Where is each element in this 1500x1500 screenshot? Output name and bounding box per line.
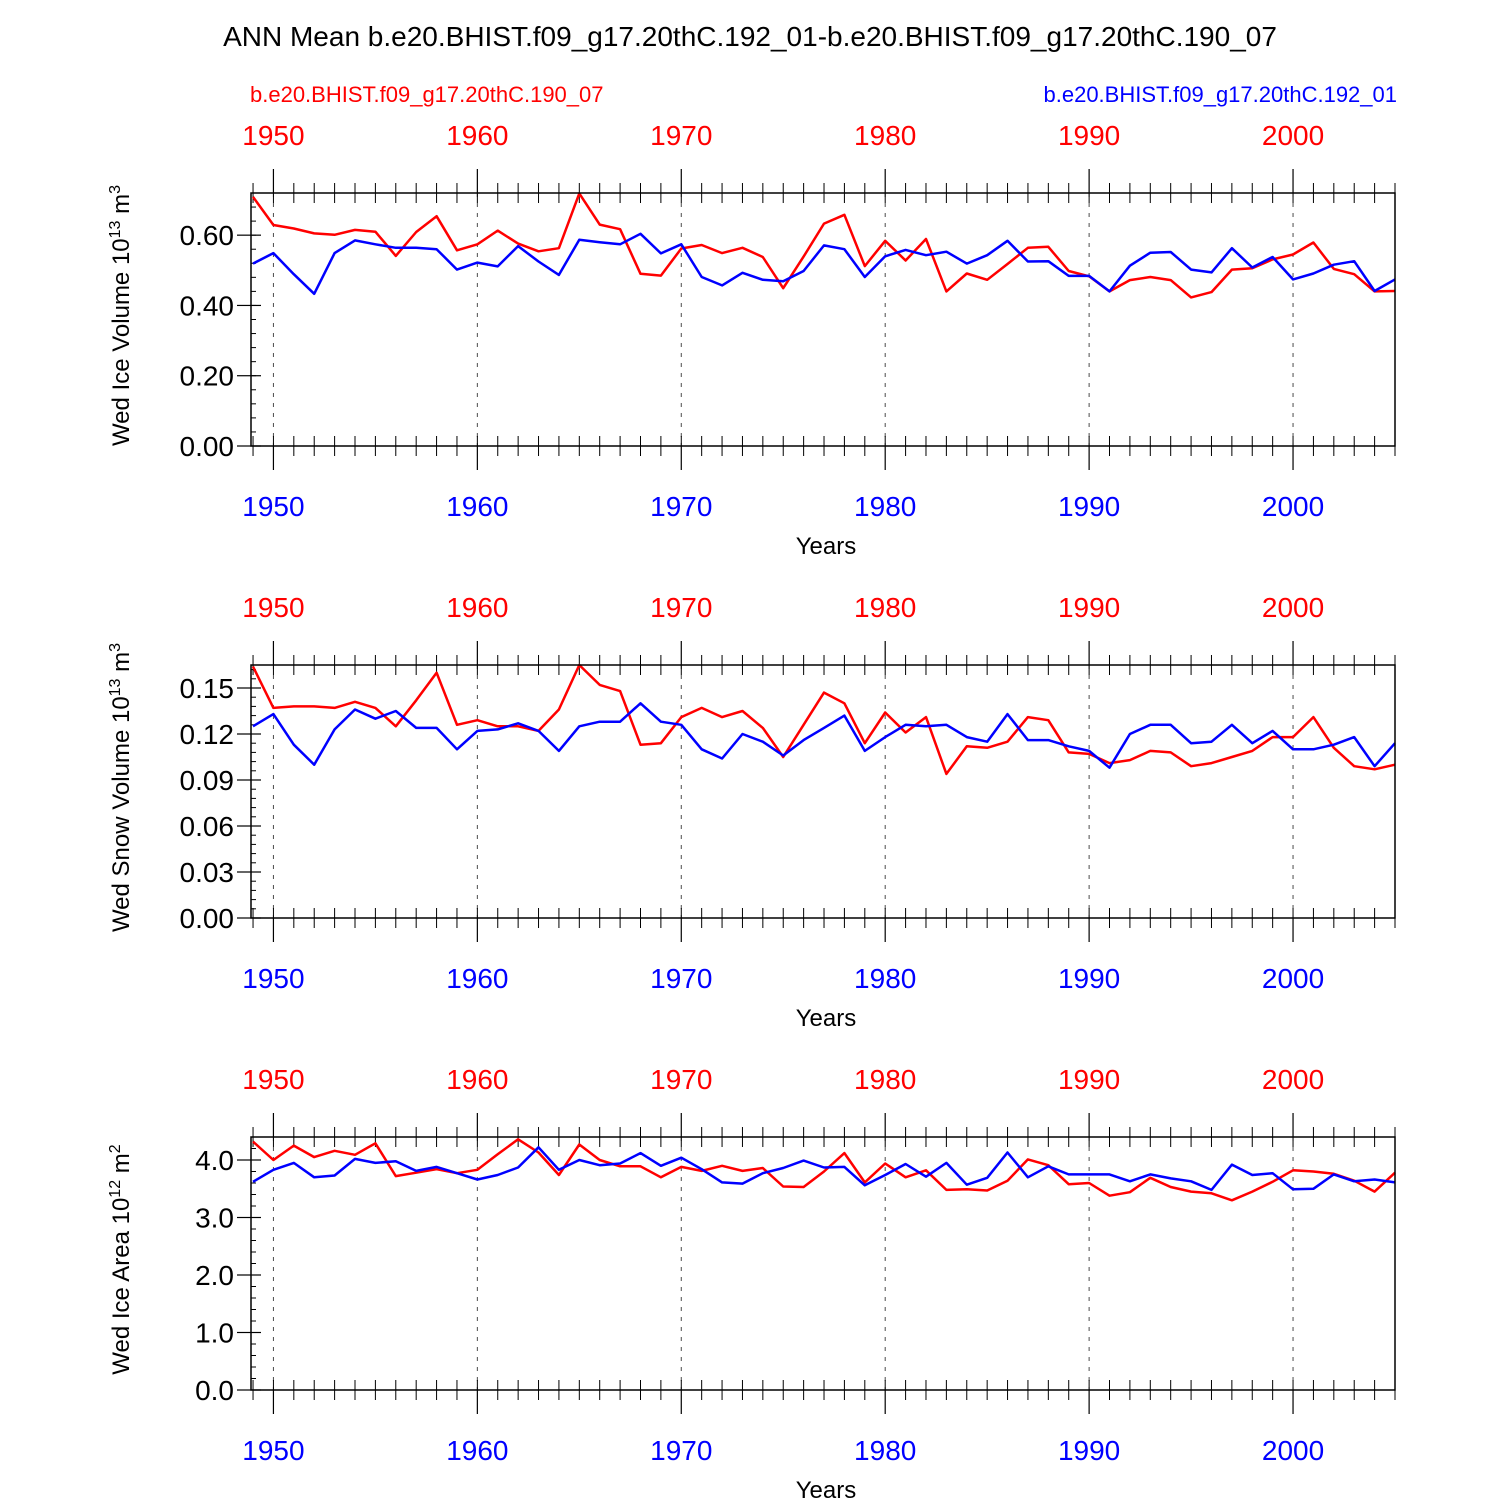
y-tick-label: 0.12 xyxy=(180,719,235,750)
x-tick-label-top: 1960 xyxy=(446,120,508,151)
x-tick-label-top: 1960 xyxy=(446,592,508,623)
x-tick-label-bottom: 1960 xyxy=(446,963,508,994)
y-tick-label: 0.06 xyxy=(180,811,235,842)
x-tick-label-bottom: 1980 xyxy=(854,963,916,994)
x-tick-label-bottom: 1950 xyxy=(242,1435,304,1466)
x-tick-label-bottom: 1970 xyxy=(650,491,712,522)
x-tick-label-top: 1990 xyxy=(1058,592,1120,623)
x-tick-label-top: 1950 xyxy=(242,120,304,151)
y-tick-label: 0.60 xyxy=(180,220,235,251)
x-tick-label-bottom: 1980 xyxy=(854,1435,916,1466)
series-line-blue xyxy=(252,232,1396,296)
x-tick-label-top: 1960 xyxy=(446,1064,508,1095)
panels: 0.00 0.20 0.40 0.60 1950 1960 1970 1980 1990 2000… xyxy=(107,120,1396,1500)
y-tick-label: 0.00 xyxy=(180,903,235,934)
x-tick-label-top: 1950 xyxy=(242,592,304,623)
y-tick-label: 0.20 xyxy=(180,361,235,392)
x-tick-label-top: 1990 xyxy=(1058,1064,1120,1095)
x-tick-label-bottom: 1950 xyxy=(242,963,304,994)
y-tick-label: 0.0 xyxy=(195,1375,234,1406)
x-tick-label-bottom: 1960 xyxy=(446,1435,508,1466)
x-tick-label-bottom: 2000 xyxy=(1262,1435,1324,1466)
x-axis-label: Years xyxy=(796,1005,857,1032)
x-tick-label-top: 2000 xyxy=(1262,592,1324,623)
y-axis-label: Wed Ice Area 1012 m2 xyxy=(107,1144,135,1374)
x-tick-label-bottom: 2000 xyxy=(1262,963,1324,994)
x-tick-label-top: 1990 xyxy=(1058,120,1120,151)
x-tick-label-top: 1980 xyxy=(854,120,916,151)
x-tick-label-top: 1980 xyxy=(854,1064,916,1095)
y-tick-label: 1.0 xyxy=(195,1318,234,1349)
y-tick-label: 0.03 xyxy=(180,857,235,888)
panel-3: 0.0 1.0 2.0 3.0 4.0 1950 1960 1970 1980 1990 2000 1… xyxy=(107,1064,1396,1500)
x-tick-label-top: 2000 xyxy=(1262,1064,1324,1095)
series-line-blue xyxy=(252,702,1396,769)
legend-red-case: b.e20.BHIST.f09_g17.20thC.190_07 xyxy=(250,82,604,107)
chart-title: ANN Mean b.e20.BHIST.f09_g17.20thC.192_0… xyxy=(223,21,1277,52)
x-tick-label-bottom: 1990 xyxy=(1058,1435,1120,1466)
x-tick-label-bottom: 2000 xyxy=(1262,491,1324,522)
x-tick-label-top: 1970 xyxy=(650,120,712,151)
panel-2: 0.00 0.03 0.06 0.09 0.12 0.15 1950 1960 1970 1980… xyxy=(107,592,1396,1032)
x-tick-label-top: 1980 xyxy=(854,592,916,623)
y-axis-label: Wed Snow Volume 1013 m3 xyxy=(107,643,135,932)
x-axis-label: Years xyxy=(796,1477,857,1500)
series-line-blue xyxy=(252,1146,1396,1192)
y-tick-label: 0.09 xyxy=(180,765,235,796)
x-tick-label-bottom: 1980 xyxy=(854,491,916,522)
y-tick-label: 3.0 xyxy=(195,1203,234,1234)
x-axis-label: Years xyxy=(796,533,857,560)
legend-blue-case: b.e20.BHIST.f09_g17.20thC.192_01 xyxy=(1044,82,1398,107)
x-tick-label-top: 1970 xyxy=(650,592,712,623)
y-tick-label: 0.40 xyxy=(180,290,235,321)
x-tick-label-bottom: 1970 xyxy=(650,1435,712,1466)
x-tick-label-bottom: 1950 xyxy=(242,491,304,522)
x-tick-label-bottom: 1990 xyxy=(1058,963,1120,994)
series-line-red xyxy=(252,1138,1396,1202)
plot-frame xyxy=(250,192,1396,447)
x-tick-label-top: 1950 xyxy=(242,1064,304,1095)
x-tick-label-bottom: 1990 xyxy=(1058,491,1120,522)
y-tick-label: 0.15 xyxy=(180,673,235,704)
series-line-red xyxy=(251,663,1396,776)
panel-1: 0.00 0.20 0.40 0.60 1950 1960 1970 1980 1990 2000… xyxy=(107,120,1396,560)
series-line-red xyxy=(251,192,1396,299)
plot-frame xyxy=(250,1136,1396,1391)
y-tick-label: 2.0 xyxy=(195,1260,234,1291)
y-tick-label: 4.0 xyxy=(195,1145,234,1176)
x-tick-label-bottom: 1960 xyxy=(446,491,508,522)
x-tick-label-bottom: 1970 xyxy=(650,963,712,994)
y-axis-label: Wed Ice Volume 1013 m3 xyxy=(107,185,135,446)
x-tick-label-top: 2000 xyxy=(1262,120,1324,151)
x-tick-label-top: 1970 xyxy=(650,1064,712,1095)
y-tick-label: 0.00 xyxy=(180,431,235,462)
plot-frame xyxy=(250,664,1396,919)
